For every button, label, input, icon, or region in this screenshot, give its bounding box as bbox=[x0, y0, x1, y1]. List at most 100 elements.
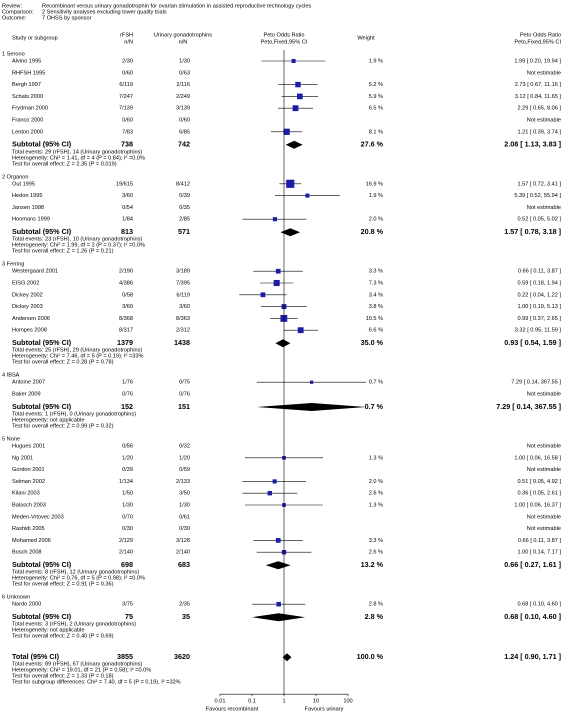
treat-events: 4/386 bbox=[119, 280, 133, 286]
control-events: 3/139 bbox=[176, 106, 190, 112]
treat-events: 2/30 bbox=[122, 58, 133, 64]
estimate: Not estimable bbox=[527, 514, 561, 520]
treat-events: 6/119 bbox=[119, 82, 133, 88]
control-events: 8/412 bbox=[176, 181, 190, 187]
control-events: 0/61 bbox=[179, 514, 190, 520]
summary-weight: 20.8 % bbox=[361, 227, 384, 236]
summary-estimate: 1.24 [ 0.90, 1.71 ] bbox=[504, 652, 561, 661]
summary-note: Test for overall effect: Z = 0.40 (P = 0… bbox=[12, 634, 114, 640]
weight: 2.6 % bbox=[369, 491, 383, 497]
study-name: Hoomans 1999 bbox=[12, 217, 50, 223]
estimate: 0.66 [ 0.11, 3.87 ] bbox=[518, 538, 562, 544]
summary-n-control: 571 bbox=[178, 227, 190, 236]
estimate: 0.52 [ 0.05, 5.02 ] bbox=[517, 217, 561, 223]
estimate: 0.22 [ 0.04, 1.22 ] bbox=[517, 292, 561, 298]
summary-n-control: 151 bbox=[178, 402, 190, 411]
estimate: Not estimable bbox=[527, 70, 561, 76]
summary-estimate: 7.29 [ 0.14, 367.55 ] bbox=[496, 402, 561, 411]
weight: 3.3 % bbox=[369, 269, 383, 275]
study-name: Gordon 2001 bbox=[12, 467, 45, 473]
weight: 3.8 % bbox=[369, 304, 383, 310]
outcome-label: Outcome: bbox=[2, 15, 27, 21]
summary-label: Total (95% CI) bbox=[12, 652, 60, 661]
weight: 3.4 % bbox=[369, 292, 383, 298]
summary-estimate: 0.68 [ 0.10, 4.60 ] bbox=[504, 612, 561, 621]
control-events: 6/85 bbox=[179, 129, 190, 135]
estimate: 3.32 [ 0.95, 11.59 ] bbox=[515, 328, 562, 334]
x-tick-label: 1 bbox=[282, 699, 285, 705]
summary-note: Test for overall effect: Z = 0.99 (P = 0… bbox=[12, 423, 114, 429]
study-name: Bergh 1997 bbox=[12, 82, 41, 88]
study-name: Dickey 2002 bbox=[12, 292, 43, 298]
study-box bbox=[309, 380, 314, 384]
study-name: Balasch 2003 bbox=[12, 502, 46, 508]
review-label: Review: bbox=[2, 3, 22, 9]
treat-events: 1/20 bbox=[122, 455, 133, 461]
treat-events: 1/134 bbox=[119, 479, 133, 485]
summary-n-treat: 75 bbox=[125, 612, 133, 621]
weight: 2.0 % bbox=[369, 217, 383, 223]
control-events: 2/133 bbox=[176, 479, 190, 485]
summary-note: Test for overall effect: Z = 0.28 (P = 0… bbox=[12, 360, 114, 366]
study-box bbox=[276, 601, 281, 607]
summary-label: Subtotal (95% CI) bbox=[12, 227, 72, 236]
summary-estimate: 2.08 [ 1.13, 3.83 ] bbox=[504, 140, 561, 149]
summary-note: Heterogeneity: Chi² = 19.01, df = 21 (P … bbox=[12, 668, 151, 674]
weight: 6.6 % bbox=[369, 328, 383, 334]
control-events: 0/35 bbox=[179, 205, 190, 211]
control-events: 7/395 bbox=[176, 280, 190, 286]
treat-events: 8/317 bbox=[119, 328, 133, 334]
estimate: Not estimable bbox=[527, 117, 561, 123]
summary-weight: 35.0 % bbox=[361, 338, 384, 347]
weight: 0.7 % bbox=[369, 380, 383, 386]
control-events: 1/30 bbox=[179, 58, 190, 64]
weight: 6.5 % bbox=[369, 106, 383, 112]
estimate: 1.21 [ 0.39, 3.74 ] bbox=[517, 129, 561, 135]
summary-n-control: 683 bbox=[178, 560, 190, 569]
study-name: Hugues 2001 bbox=[12, 443, 45, 449]
study-box bbox=[291, 58, 296, 64]
group-name: 4 IBSA bbox=[2, 373, 20, 379]
summary-n-treat: 698 bbox=[121, 560, 133, 569]
col-weight: Weight bbox=[357, 35, 375, 41]
summary-note: Total events: 29 (rFSH), 14 (Urinary gon… bbox=[12, 149, 142, 155]
col-treat-unit: n/N bbox=[124, 39, 133, 45]
control-events: 3/189 bbox=[176, 269, 190, 275]
summary-note: Heterogeneity: Chi² = 0.76, df = 5 (P = … bbox=[12, 576, 145, 582]
summary-note: Heterogeneity: not applicable bbox=[12, 417, 84, 423]
x-tick-label: 0.1 bbox=[248, 699, 256, 705]
weight: 8.1 % bbox=[369, 129, 383, 135]
estimate: 1.99 [ 0.20, 19.94 ] bbox=[514, 58, 561, 64]
study-box bbox=[272, 217, 277, 222]
estimate: 5.39 [ 0.52, 55.94 ] bbox=[514, 193, 561, 199]
summary-n-treat: 1379 bbox=[117, 338, 133, 347]
x-tick-label: 100 bbox=[343, 699, 352, 705]
treat-events: 7/247 bbox=[119, 94, 133, 100]
estimate: 0.68 [ 0.10, 4.60 ] bbox=[517, 602, 561, 608]
summary-note: Test for overall effect: Z = 1.33 (P = 0… bbox=[12, 674, 114, 680]
summary-n-treat: 738 bbox=[121, 140, 133, 149]
weight: 2.8 % bbox=[369, 602, 383, 608]
study-name: Lenton 2000 bbox=[12, 129, 43, 135]
summary-weight: 2.8 % bbox=[365, 612, 384, 621]
weight: 5.2 % bbox=[369, 82, 383, 88]
estimate: 0.51 [ 0.05, 4.92 ] bbox=[517, 479, 561, 485]
study-box bbox=[286, 179, 295, 188]
study-box bbox=[273, 279, 280, 287]
x-label-right: Favours urinary bbox=[305, 707, 344, 713]
study-name: Westergaard 2001 bbox=[12, 269, 58, 275]
summary-label: Subtotal (95% CI) bbox=[12, 560, 72, 569]
estimate: 1.00 [ 0.06, 16.37 ] bbox=[514, 502, 561, 508]
summary-estimate: 0.93 [ 0.54, 1.59 ] bbox=[504, 338, 561, 347]
treat-events: 1/50 bbox=[122, 491, 133, 497]
estimate: Not estimable bbox=[527, 526, 561, 532]
study-name: Schats 2000 bbox=[12, 94, 43, 100]
study-name: Baker 2009 bbox=[12, 391, 41, 397]
x-tick-label: 0.01 bbox=[215, 699, 226, 705]
summary-diamond bbox=[285, 140, 303, 149]
treat-events: 3/60 bbox=[122, 304, 133, 310]
control-events: 0/63 bbox=[179, 70, 190, 76]
summary-note: Total events: 23 (rFSH), 10 (Urinary gon… bbox=[12, 237, 142, 243]
summary-note: Test for overall effect: Z = 2.35 (P = 0… bbox=[12, 161, 117, 167]
summary-n-treat: 813 bbox=[121, 227, 133, 236]
